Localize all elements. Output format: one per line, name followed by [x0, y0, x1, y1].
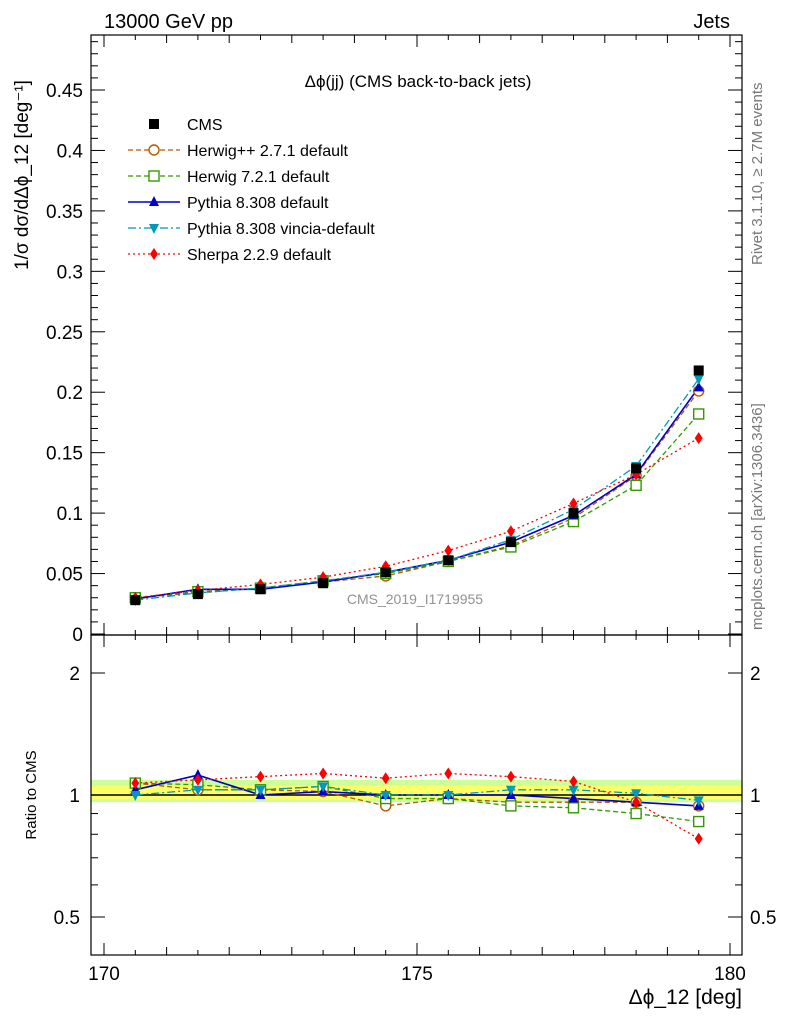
point-pythia-8-308-default — [693, 381, 704, 392]
rivet-label: Rivet 3.1.10, ≥ 2.7M events — [749, 83, 766, 266]
legend-label-sherpa-2-2-9-default: Sherpa 2.2.9 default — [187, 247, 332, 264]
legend-marker-herwig-2-7-1-default — [148, 144, 160, 156]
legend-label-pythia-8-308-default: Pythia 8.308 default — [187, 195, 329, 212]
ratio-line-herwig-2-7-1-default — [135, 782, 699, 807]
process-label: Jets — [693, 11, 730, 33]
ratio-point-herwig-7-2-1-default — [630, 807, 642, 820]
y-tick-label: 0.3 — [57, 262, 83, 283]
y-axis-label: 1/σ dσ/dΔϕ_12 [deg⁻¹] — [12, 80, 33, 270]
point-cms — [130, 595, 141, 606]
ratio-point-pythia-8-308-vincia-default — [130, 791, 141, 801]
y-tick-label: 0.35 — [46, 202, 83, 223]
ratio-point-sherpa-2-2-9-default — [193, 773, 202, 786]
y-tick-label: 0.4 — [57, 141, 84, 162]
y-tick-label: 0.2 — [57, 383, 83, 404]
ratio-point-sherpa-2-2-9-default — [506, 770, 515, 783]
y-tick-label: 0.15 — [46, 444, 83, 465]
ratio-point-sherpa-2-2-9-default — [256, 770, 265, 783]
point-cms — [443, 555, 454, 566]
point-cms — [568, 508, 579, 519]
point-cms — [318, 578, 329, 589]
ratio-tick-label-right: 1 — [750, 786, 761, 807]
point-herwig-7-2-1-default — [630, 479, 642, 492]
ratio-point-pythia-8-308-default — [568, 792, 579, 803]
point-cms — [192, 589, 203, 600]
y-tick-label: 0.1 — [57, 504, 83, 525]
x-tick-label: 175 — [401, 964, 433, 985]
legend-marker-pythia-8-308-vincia-default — [149, 224, 159, 234]
legend-label-herwig-2-7-1-default: Herwig++ 2.7.1 default — [187, 143, 349, 160]
legend-label-herwig-7-2-1-default: Herwig 7.2.1 default — [187, 169, 330, 186]
ratio-point-sherpa-2-2-9-default — [444, 767, 453, 780]
ratio-point-pythia-8-308-vincia-default — [192, 785, 203, 796]
ratio-point-sherpa-2-2-9-default — [131, 777, 140, 790]
ratio-point-herwig-7-2-1-default — [693, 815, 705, 828]
energy-label: 13000 GeV pp — [104, 11, 233, 33]
ratio-uncertainty-band-inner — [91, 785, 742, 800]
point-sherpa-2-2-9-default — [506, 525, 515, 538]
ratio-point-sherpa-2-2-9-default — [381, 772, 390, 785]
point-cms — [505, 537, 516, 548]
point-sherpa-2-2-9-default — [694, 432, 703, 445]
ratio-point-pythia-8-308-vincia-default — [255, 785, 266, 796]
ratio-tick-label-right: 0.5 — [750, 908, 776, 929]
series-line-herwig-2-7-1-default — [135, 390, 700, 599]
ratio-line-pythia-8-308-default — [135, 774, 699, 807]
chart-title: Δϕ(jj) (CMS back-to-back jets) — [305, 72, 532, 91]
ratio-point-pythia-8-308-vincia-default — [443, 791, 454, 801]
ratio-point-herwig-7-2-1-default — [567, 802, 580, 814]
ratio-point-pythia-8-308-vincia-default — [318, 782, 329, 793]
point-cms — [631, 463, 642, 474]
y-tick-label: 0.25 — [46, 323, 83, 344]
y-axis-label-text: 1/σ dσ/dΔϕ_12 [deg⁻¹] — [12, 80, 33, 270]
mcplots-label: mcplots.cern.ch [arXiv:1306.3436] — [749, 403, 766, 630]
legend-marker-herwig-7-2-1-default — [148, 170, 160, 182]
legend-marker-pythia-8-308-default — [149, 196, 159, 206]
x-tick-label: 180 — [714, 964, 746, 985]
legend-marker-sherpa-2-2-9-default — [150, 248, 158, 260]
ratio-point-sherpa-2-2-9-default — [632, 796, 641, 809]
ratio-point-sherpa-2-2-9-default — [319, 767, 328, 780]
ratio-tick-label-left: 2 — [69, 664, 80, 685]
series-line-herwig-7-2-1-default — [135, 413, 700, 599]
legend-marker-cms — [149, 119, 159, 129]
legend-label-cms: CMS — [187, 117, 223, 134]
ratio-point-pythia-8-308-vincia-default — [693, 796, 704, 807]
point-sherpa-2-2-9-default — [444, 544, 453, 557]
legend-label-pythia-8-308-vincia-default: Pythia 8.308 vincia-default — [187, 221, 375, 238]
point-cms — [380, 567, 391, 578]
ratio-point-sherpa-2-2-9-default — [694, 832, 703, 845]
ratio-point-pythia-8-308-vincia-default — [568, 785, 579, 796]
ratio-point-herwig-7-2-1-default — [505, 800, 517, 812]
analysis-watermark: CMS_2019_I1719955 — [347, 591, 483, 607]
point-sherpa-2-2-9-default — [569, 497, 578, 510]
ratio-line-herwig-7-2-1-default — [135, 782, 699, 823]
point-herwig-7-2-1-default — [693, 408, 705, 420]
point-cms — [693, 365, 704, 376]
ratio-tick-label-left: 1 — [69, 786, 80, 807]
series-line-pythia-8-308-vincia-default — [135, 378, 700, 601]
x-axis-label: Δϕ_12 [deg] — [629, 986, 742, 1009]
series-line-sherpa-2-2-9-default — [135, 437, 700, 599]
ratio-point-pythia-8-308-vincia-default — [380, 791, 391, 801]
y-tick-label: 0 — [72, 625, 83, 646]
ratio-tick-label-right: 2 — [750, 664, 761, 685]
point-cms — [255, 584, 266, 595]
y-tick-label: 0.45 — [46, 81, 83, 102]
y-tick-label: 0.05 — [46, 565, 83, 586]
ratio-point-pythia-8-308-vincia-default — [505, 785, 516, 796]
ratio-point-sherpa-2-2-9-default — [569, 775, 578, 788]
point-pythia-8-308-vincia-default — [693, 374, 704, 385]
ratio-y-label: Ratio to CMS — [23, 750, 40, 839]
ratio-tick-label-left: 0.5 — [54, 908, 80, 929]
ratio-point-pythia-8-308-vincia-default — [631, 789, 642, 800]
x-tick-label: 170 — [88, 964, 120, 985]
